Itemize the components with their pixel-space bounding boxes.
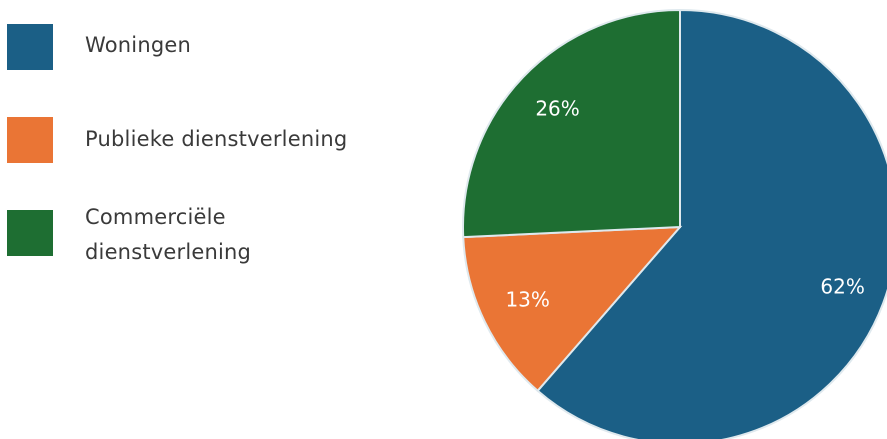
data-label-publieke-dienstverlening: 13% (505, 287, 549, 311)
pie-slices (462, 8, 887, 439)
legend-item-commerciele-dienstverlening: Commerciële dienstverlening (7, 205, 385, 268)
pie-slice-woningen (536, 8, 887, 439)
legend-label-publieke-text: Publieke dienstverlening (85, 127, 348, 151)
legend-label-woningen: Woningen (85, 29, 385, 61)
legend-label-commerciele-dienstverlening: Commerciële dienstverlening (85, 201, 385, 268)
legend-swatch-publieke-dienstverlening (7, 117, 53, 163)
legend-label-commerciele-line2: dienstverlening (85, 240, 252, 264)
legend-item-woningen: Woningen (7, 24, 385, 70)
pie-data-labels: 62% 13% 26% (505, 97, 864, 312)
pie-slice-publieke-dienstverlening (462, 225, 683, 393)
legend-label-publieke-dienstverlening: Publieke dienstverlening (85, 123, 385, 155)
legend-item-publieke-dienstverlening: Publieke dienstverlening (7, 117, 385, 163)
chart-legend: Woningen Publieke dienstverlening Commer… (0, 0, 420, 439)
legend-label-commerciele-line1: Commerciële (85, 205, 226, 229)
legend-swatch-commerciele-dienstverlening (7, 210, 53, 256)
data-label-woningen: 62% (820, 274, 864, 298)
pie-slice-commerciele-dienstverlening (462, 8, 681, 239)
legend-label-woningen-text: Woningen (85, 33, 191, 57)
legend-swatch-woningen (7, 24, 53, 70)
data-label-commerciele-dienstverlening: 26% (535, 97, 579, 121)
